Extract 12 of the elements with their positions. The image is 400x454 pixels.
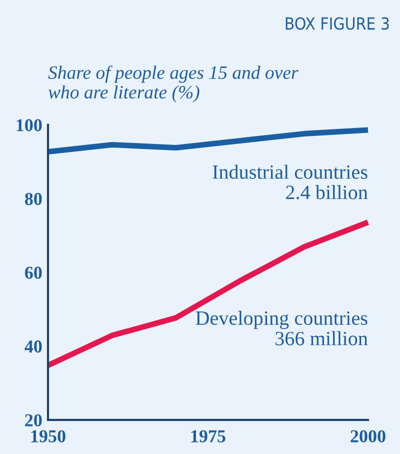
chart-title: BOX FIGURE 3 — [286, 17, 389, 30]
x-tick-label: 1975 — [191, 430, 226, 442]
y-tick-label: 20 — [25, 414, 42, 426]
chart-subtitle: Share of people ages 15 and over who are literate (%) — [48, 66, 298, 102]
y-tick-label: 80 — [24, 192, 42, 206]
x-tick-label: 2000 — [350, 430, 386, 442]
y-tick-label: 60 — [25, 266, 42, 279]
annotation: Developing countries 366 million — [196, 310, 368, 346]
annotation: Industrial countries 2.4 billion — [212, 164, 368, 200]
y-tick-label: 40 — [24, 340, 42, 353]
x-tick-label: 1950 — [31, 430, 66, 442]
y-tick-label: 100 — [16, 119, 42, 132]
